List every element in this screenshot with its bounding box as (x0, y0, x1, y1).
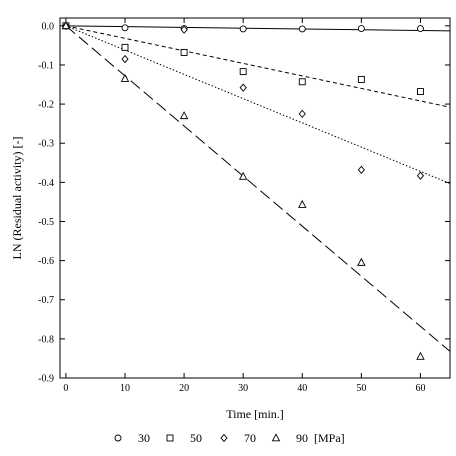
x-axis: 0 10 20 30 40 50 60 (63, 18, 425, 394)
y-axis-title: LN (Residual activity) [-] (10, 137, 24, 260)
y-tick-label: -0.9 (38, 374, 54, 385)
legend-marker-50 (166, 434, 174, 442)
fit-line-90 (65, 25, 451, 352)
x-tick-label: 10 (120, 383, 130, 394)
data-point-50 (357, 75, 365, 83)
x-tick-label: 50 (356, 383, 366, 394)
y-tick-label: -0.5 (38, 217, 54, 228)
x-tick-label: 20 (179, 383, 189, 394)
data-point-30 (357, 25, 365, 33)
x-tick-label: 0 (63, 383, 68, 394)
fit-lines (65, 25, 451, 352)
data-point-90 (298, 199, 307, 208)
data-point-90 (357, 257, 366, 266)
data-point-90 (416, 351, 425, 360)
data-point-50 (298, 78, 306, 86)
data-points (61, 21, 425, 360)
data-point-70 (239, 83, 247, 92)
data-point-50 (180, 48, 188, 56)
y-tick-label: -0.3 (38, 139, 54, 150)
data-point-70 (180, 25, 188, 34)
y-tick-label: -0.1 (38, 60, 54, 71)
y-tick-label: -0.8 (38, 334, 54, 345)
y-tick-label: -0.7 (38, 295, 54, 306)
data-point-70 (416, 171, 425, 180)
x-tick-label: 60 (415, 383, 425, 394)
y-axis: 0.0 -0.1 -0.2 -0.3 -0.4 -0.5 -0.6 -0.7 -0.8 -0.9 (38, 21, 450, 385)
legend-marker-90 (271, 433, 281, 442)
data-point-70 (357, 165, 365, 175)
data-point-50 (417, 88, 424, 96)
data-point-90 (179, 111, 189, 120)
data-point-30 (121, 24, 129, 32)
y-tick-label: 0.0 (42, 21, 55, 32)
data-point-90 (120, 73, 130, 82)
data-point-90 (61, 21, 71, 30)
fit-line-30 (65, 25, 451, 32)
y-tick-label: -0.6 (38, 256, 54, 267)
legend: 30 50 70 90 [MPa] (114, 431, 345, 445)
legend-marker-70 (220, 433, 228, 443)
y-tick-label: -0.4 (38, 178, 54, 189)
data-point-30 (417, 25, 424, 33)
legend-label-30: 30 (138, 431, 150, 445)
plot-area (59, 17, 451, 379)
x-axis-title: Time [min.] (226, 407, 284, 421)
legend-marker-30 (114, 434, 122, 442)
data-point-70 (121, 54, 129, 64)
data-point-50 (121, 43, 129, 51)
legend-label-50: 50 (190, 431, 202, 445)
y-tick-label: -0.2 (38, 100, 54, 111)
legend-unit: [MPa] (314, 431, 345, 445)
legend-label-90: 90 (296, 431, 308, 445)
data-point-70 (298, 109, 306, 119)
data-point-50 (239, 68, 247, 76)
data-point-30 (239, 25, 247, 33)
fit-line-70 (65, 25, 451, 184)
legend-label-70: 70 (244, 431, 256, 445)
fit-line-50 (65, 25, 451, 108)
data-point-30 (298, 25, 306, 33)
x-tick-label: 30 (238, 383, 248, 394)
data-point-90 (238, 171, 248, 180)
x-tick-label: 40 (297, 383, 307, 394)
